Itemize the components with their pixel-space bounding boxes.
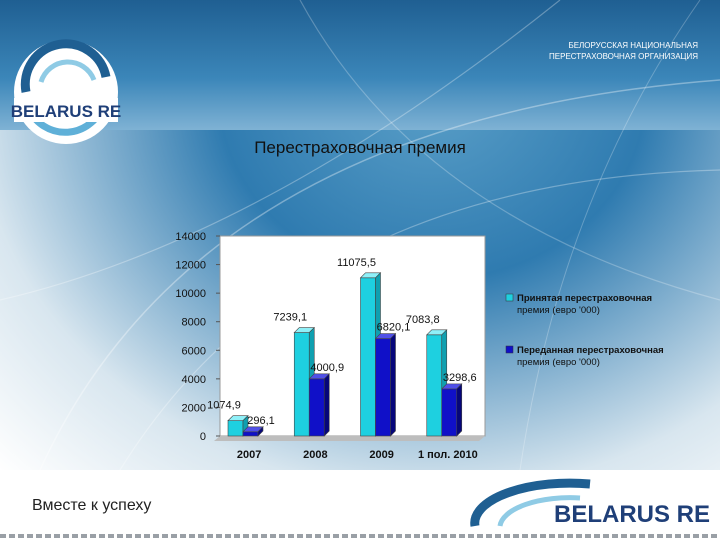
data-label: 4000,9: [310, 362, 344, 374]
bar-accepted: [360, 277, 376, 437]
bar-side-ceded: [323, 373, 330, 437]
organization-name: БЕЛОРУССКАЯ НАЦИОНАЛЬНАЯ ПЕРЕСТРАХОВОЧНА…: [549, 40, 698, 62]
footer-logo-text: BELARUS RE: [554, 501, 710, 528]
data-label: 3298,6: [443, 372, 477, 384]
legend-swatch: [505, 345, 514, 354]
bar-side-ceded: [257, 426, 264, 437]
y-tick-label: 10000: [175, 288, 206, 300]
x-category-label: 2007: [237, 449, 261, 461]
footer-slogan: Вместе к успеху: [32, 497, 152, 514]
y-tick-label: 8000: [182, 317, 206, 329]
legend-swatch: [505, 293, 514, 302]
bar-ceded: [242, 431, 259, 437]
data-label: 7239,1: [273, 312, 307, 324]
bottom-dashed-line: [0, 534, 720, 538]
page-title: Перестраховочная премия: [254, 138, 466, 157]
bar-ceded: [441, 388, 458, 437]
belarus-re-logo-top: BELARUS RE: [11, 39, 122, 144]
y-tick-label: 0: [200, 431, 206, 443]
data-label: 1074,9: [207, 400, 241, 412]
premium-bar-chart: 0 2000 4000 6000 8000 10000 12000 14000 1074,9 29…: [175, 231, 664, 461]
y-tick-label: 6000: [182, 345, 206, 357]
org-line-2: ПЕРЕСТРАХОВОЧНАЯ ОРГАНИЗАЦИЯ: [549, 52, 698, 61]
data-label: 296,1: [247, 415, 275, 427]
footer: [0, 470, 720, 540]
header-band: [0, 0, 720, 130]
legend-label: Принятая перестраховочная: [517, 293, 652, 304]
legend-label-continued: премия (евро '000): [517, 357, 600, 368]
legend-label: Переданная перестраховочная: [517, 345, 664, 356]
x-category-label: 2008: [303, 449, 327, 461]
x-category-label: 1 пол. 2010: [418, 449, 478, 461]
y-tick-label: 14000: [175, 231, 206, 243]
belarus-re-logo-footer: BELARUS RE: [470, 478, 710, 528]
org-line-1: БЕЛОРУССКАЯ НАЦИОНАЛЬНАЯ: [568, 41, 698, 50]
x-category-label: 2009: [369, 449, 393, 461]
bar-side-ceded: [456, 383, 463, 437]
globe-lines-decoration: [0, 0, 720, 470]
bar-side-ceded: [390, 332, 396, 437]
plot-floor: [214, 436, 485, 441]
legend-label-continued: премия (евро '000): [517, 305, 600, 316]
logo-top-text: BELARUS RE: [11, 102, 122, 121]
bar-ceded: [375, 338, 391, 437]
data-label: 7083,8: [406, 314, 440, 326]
y-tick-label: 4000: [182, 374, 206, 386]
data-label: 6820,1: [377, 322, 411, 334]
bar-accepted: [293, 332, 310, 437]
bar-accepted: [426, 334, 443, 437]
y-tick-label: 2000: [182, 402, 206, 414]
bar-ceded: [308, 378, 325, 437]
data-label: 11075,5: [337, 257, 376, 269]
bar-accepted: [227, 420, 244, 437]
y-tick-label: 12000: [175, 260, 206, 272]
